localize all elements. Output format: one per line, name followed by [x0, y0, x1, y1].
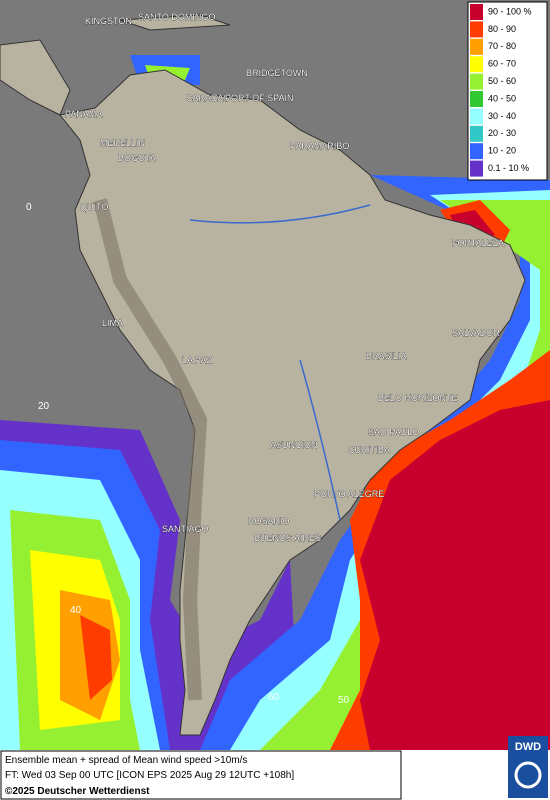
legend-swatch: [470, 73, 483, 90]
city-label: KINGSTON: [85, 16, 132, 26]
city-label: SANTO DOMINGO: [138, 12, 215, 22]
grid-label: 20: [38, 401, 50, 412]
city-label: PORTO ALEGRE: [314, 489, 384, 499]
city-label: PORT OF SPAIN: [225, 93, 294, 103]
city-label: SALVADOR: [452, 328, 500, 338]
footer-box: [0, 750, 402, 800]
rivers: [189, 204, 371, 521]
city-label: LA PAZ: [182, 355, 212, 365]
legend-label: 90 - 100 %: [488, 6, 532, 16]
logo-swirl: [514, 761, 542, 789]
city-label: MEDELLIN: [100, 138, 145, 148]
legend-swatch: [470, 21, 483, 38]
legend-label: 80 - 90: [488, 24, 516, 34]
city-label: PANAMA: [65, 109, 102, 119]
city-label: ROSARIO: [248, 516, 290, 526]
legend-label: 40 - 50: [488, 93, 516, 103]
legend-label: 50 - 60: [488, 76, 516, 86]
legend-label: 0.1 - 10 %: [488, 163, 529, 173]
legend-label: 10 - 20: [488, 146, 516, 156]
wind-field: [0, 55, 550, 750]
city-label: BUENOS AIRES: [254, 533, 321, 543]
legend-swatch: [470, 108, 483, 125]
land: [119, 14, 231, 31]
legend: 90 - 100 % 80 - 90 70 - 80 60 - 70 50 - 60 40…: [467, 1, 548, 181]
city-label: SANTIAGO: [162, 524, 209, 534]
city-label: FORTALEZA: [452, 238, 504, 248]
legend-swatch: [470, 143, 483, 160]
city-label: BOGOTA: [118, 153, 156, 163]
city-label: BRASILIA: [366, 351, 407, 361]
grid-label: 0: [26, 202, 32, 213]
legend-label: 30 - 40: [488, 111, 516, 121]
grid-label: 50: [338, 695, 350, 706]
legend-swatch: [470, 38, 483, 55]
city-label: BELO HORIZONTE: [378, 393, 458, 403]
map-labels: KINGSTON SANTO DOMINGO BRIDGETOWN CARACA…: [26, 12, 504, 706]
footer-text: FT: Wed 03 Sep 00 UTC [ICON EPS 2025 Aug…: [5, 770, 294, 781]
city-label: SAO PAULO: [368, 427, 419, 437]
city-label: ASUNCION: [270, 440, 318, 450]
logo-text: DWD: [515, 741, 541, 753]
land: [59, 69, 526, 736]
footer-text: ©2025 Deutscher Wetterdienst: [5, 786, 150, 797]
city-label: BRIDGETOWN: [246, 68, 308, 78]
legend-label: 20 - 30: [488, 128, 516, 138]
andes: [93, 198, 208, 701]
footer-text: Ensemble mean + spread of Mean wind spee…: [5, 755, 247, 766]
city-label: CURITIBA: [348, 445, 390, 455]
wind-blob: [360, 400, 550, 750]
legend-swatch: [470, 160, 483, 177]
grid-label: 40: [70, 605, 82, 616]
legend-swatch: [470, 125, 483, 142]
wind-blob: [80, 615, 112, 700]
legend-swatch: [470, 4, 483, 20]
legend-label: 60 - 70: [488, 59, 516, 69]
city-label: LIMA: [102, 318, 123, 328]
legend-swatch: [470, 91, 483, 107]
legend-label: 70 - 80: [488, 41, 516, 51]
city-label: QUITO: [80, 202, 108, 212]
land: [0, 39, 71, 116]
city-label: PARAMARIBO: [290, 141, 349, 151]
city-label: CARACAS: [186, 93, 230, 103]
grid-label: 60: [268, 692, 280, 703]
legend-swatch: [470, 56, 483, 73]
